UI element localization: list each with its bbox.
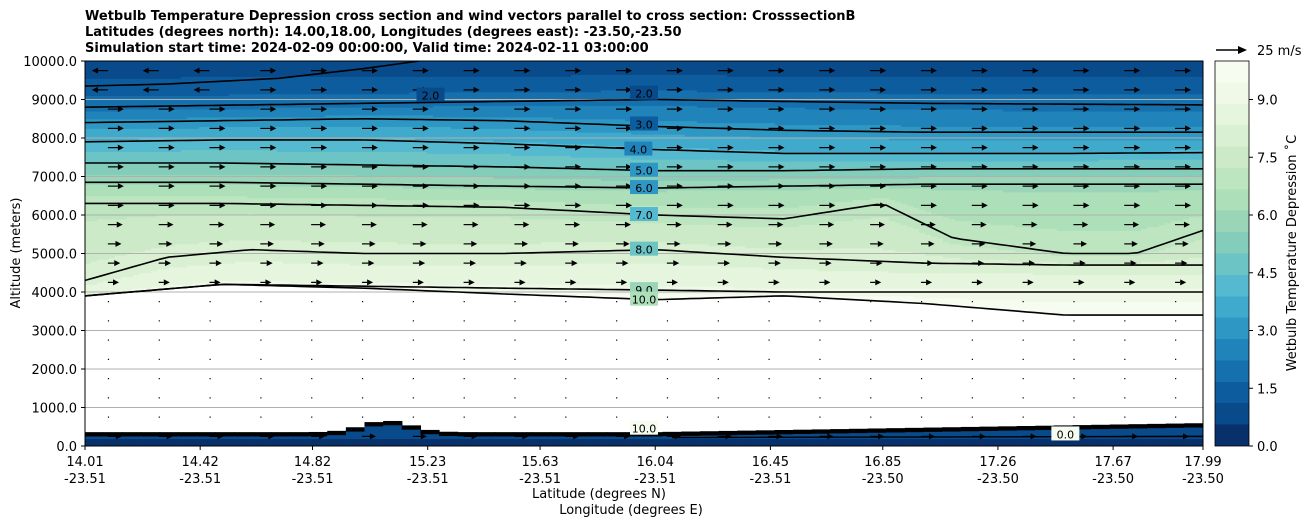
chart-figure: 2.0 2.03.04.05.06.07.08.09.010.010.0 0.0 0… [0,0,1312,526]
plot-area: 2.0 2.03.04.05.06.07.08.09.010.010.0 0.0 [85,61,1208,446]
